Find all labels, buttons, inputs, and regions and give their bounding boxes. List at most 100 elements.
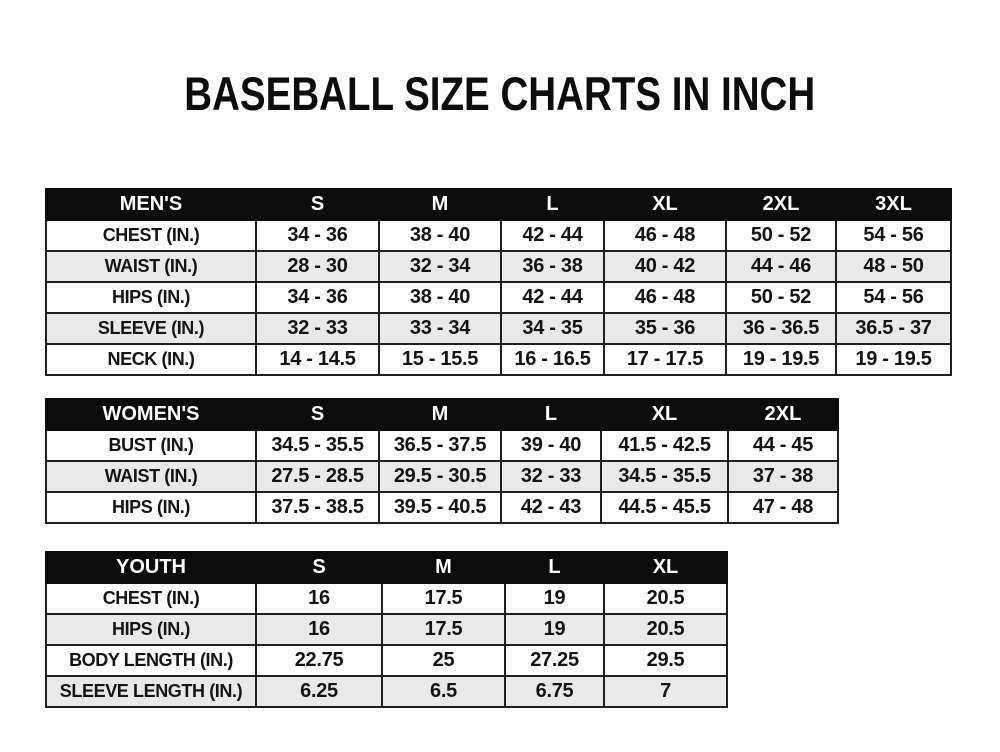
row-label: HIPS (IN.) xyxy=(45,281,257,314)
size-value-cell: 34.5 - 35.5 xyxy=(600,460,729,493)
size-value-cell: 36.5 - 37.5 xyxy=(378,429,502,462)
table-row: CHEST (IN.) 16 17.5 19 20.5 xyxy=(45,582,728,615)
size-value-cell: 19 - 19.5 xyxy=(835,343,952,376)
row-label: CHEST (IN.) xyxy=(45,582,257,615)
size-value-cell: 27.25 xyxy=(504,644,605,677)
size-value-cell: 16 - 16.5 xyxy=(500,343,605,376)
size-value-cell: 20.5 xyxy=(603,582,728,615)
table-row: HIPS (IN.) 37.5 - 38.5 39.5 - 40.5 42 - 43 4… xyxy=(45,491,839,524)
table-row: WAIST (IN.) 27.5 - 28.5 29.5 - 30.5 32 - 33… xyxy=(45,460,839,493)
table-row: BODY LENGTH (IN.) 22.75 25 27.25 29.5 xyxy=(45,644,728,677)
size-value-cell: 7 xyxy=(603,675,728,708)
table-row: HIPS (IN.) 34 - 36 38 - 40 42 - 44 46 - 48 50… xyxy=(45,281,952,314)
size-value-cell: 36 - 36.5 xyxy=(725,312,837,345)
size-value-cell: 46 - 48 xyxy=(603,281,727,314)
size-value-cell: 37 - 38 xyxy=(727,460,839,493)
size-value-cell: 22.75 xyxy=(255,644,383,677)
size-value-cell: 15 - 15.5 xyxy=(378,343,502,376)
table-row: SLEEVE LENGTH (IN.) 6.25 6.5 6.75 7 xyxy=(45,675,728,708)
table-row: HIPS (IN.) 16 17.5 19 20.5 xyxy=(45,613,728,646)
size-value-cell: 34 - 36 xyxy=(255,281,380,314)
size-value-cell: 19 xyxy=(504,613,605,646)
size-value-cell: 50 - 52 xyxy=(725,219,837,252)
size-value-cell: 38 - 40 xyxy=(378,281,502,314)
size-value-cell: 39.5 - 40.5 xyxy=(378,491,502,524)
size-value-cell: 41.5 - 42.5 xyxy=(600,429,729,462)
size-value-cell: 25 xyxy=(381,644,506,677)
size-column-header: L xyxy=(500,188,605,221)
womens-group-header: WOMEN'S xyxy=(45,398,257,431)
size-column-header: XL xyxy=(603,551,728,584)
size-column-header: S xyxy=(255,551,383,584)
size-value-cell: 34 - 36 xyxy=(255,219,380,252)
size-value-cell: 32 - 33 xyxy=(500,460,602,493)
size-column-header: S xyxy=(255,398,380,431)
row-label: HIPS (IN.) xyxy=(45,613,257,646)
size-value-cell: 54 - 56 xyxy=(835,219,952,252)
row-label: SLEEVE LENGTH (IN.) xyxy=(45,675,257,708)
size-value-cell: 27.5 - 28.5 xyxy=(255,460,380,493)
size-column-header: S xyxy=(255,188,380,221)
size-value-cell: 42 - 43 xyxy=(500,491,602,524)
table-row: NECK (IN.) 14 - 14.5 15 - 15.5 16 - 16.5 17 … xyxy=(45,343,952,376)
size-value-cell: 29.5 - 30.5 xyxy=(378,460,502,493)
womens-header-row: WOMEN'S S M L XL 2XL xyxy=(45,398,839,431)
size-value-cell: 6.5 xyxy=(381,675,506,708)
row-label: BUST (IN.) xyxy=(45,429,257,462)
size-value-cell: 17.5 xyxy=(381,582,506,615)
size-value-cell: 32 - 33 xyxy=(255,312,380,345)
size-value-cell: 42 - 44 xyxy=(500,281,605,314)
table-row: BUST (IN.) 34.5 - 35.5 36.5 - 37.5 39 - 40 4… xyxy=(45,429,839,462)
youth-group-header: YOUTH xyxy=(45,551,257,584)
size-value-cell: 33 - 34 xyxy=(378,312,502,345)
size-value-cell: 36 - 38 xyxy=(500,250,605,283)
size-value-cell: 50 - 52 xyxy=(725,281,837,314)
size-value-cell: 16 xyxy=(255,613,383,646)
size-value-cell: 35 - 36 xyxy=(603,312,727,345)
size-value-cell: 44 - 45 xyxy=(727,429,839,462)
size-value-cell: 40 - 42 xyxy=(603,250,727,283)
table-row: WAIST (IN.) 28 - 30 32 - 34 36 - 38 40 - 42 4… xyxy=(45,250,952,283)
size-column-header: L xyxy=(500,398,602,431)
row-label: SLEEVE (IN.) xyxy=(45,312,257,345)
size-value-cell: 36.5 - 37 xyxy=(835,312,952,345)
size-value-cell: 17.5 xyxy=(381,613,506,646)
size-value-cell: 37.5 - 38.5 xyxy=(255,491,380,524)
page-title: BASEBALL SIZE CHARTS IN INCH xyxy=(0,66,1000,121)
size-value-cell: 32 - 34 xyxy=(378,250,502,283)
size-value-cell: 17 - 17.5 xyxy=(603,343,727,376)
size-value-cell: 20.5 xyxy=(603,613,728,646)
size-column-header: 2XL xyxy=(727,398,839,431)
mens-header-row: MEN'S S M L XL 2XL 3XL xyxy=(45,188,952,221)
row-label: HIPS (IN.) xyxy=(45,491,257,524)
mens-size-table: MEN'S S M L XL 2XL 3XL CHEST (IN.) 34 - 36 38 - … xyxy=(45,188,952,376)
size-value-cell: 19 xyxy=(504,582,605,615)
size-column-header: 3XL xyxy=(835,188,952,221)
size-value-cell: 42 - 44 xyxy=(500,219,605,252)
size-value-cell: 48 - 50 xyxy=(835,250,952,283)
size-value-cell: 6.25 xyxy=(255,675,383,708)
size-value-cell: 29.5 xyxy=(603,644,728,677)
size-value-cell: 44.5 - 45.5 xyxy=(600,491,729,524)
row-label: WAIST (IN.) xyxy=(45,250,257,283)
size-column-header: M xyxy=(381,551,506,584)
size-value-cell: 54 - 56 xyxy=(835,281,952,314)
mens-group-header: MEN'S xyxy=(45,188,257,221)
size-column-header: M xyxy=(378,188,502,221)
size-value-cell: 47 - 48 xyxy=(727,491,839,524)
size-value-cell: 44 - 46 xyxy=(725,250,837,283)
table-row: SLEEVE (IN.) 32 - 33 33 - 34 34 - 35 35 - 36… xyxy=(45,312,952,345)
size-value-cell: 39 - 40 xyxy=(500,429,602,462)
size-value-cell: 34.5 - 35.5 xyxy=(255,429,380,462)
youth-size-table: YOUTH S M L XL CHEST (IN.) 16 17.5 19 20.5 HIPS (… xyxy=(45,551,728,708)
row-label: NECK (IN.) xyxy=(45,343,257,376)
size-value-cell: 28 - 30 xyxy=(255,250,380,283)
size-value-cell: 16 xyxy=(255,582,383,615)
size-value-cell: 14 - 14.5 xyxy=(255,343,380,376)
size-value-cell: 34 - 35 xyxy=(500,312,605,345)
row-label: BODY LENGTH (IN.) xyxy=(45,644,257,677)
size-column-header: XL xyxy=(600,398,729,431)
row-label: WAIST (IN.) xyxy=(45,460,257,493)
size-column-header: XL xyxy=(603,188,727,221)
